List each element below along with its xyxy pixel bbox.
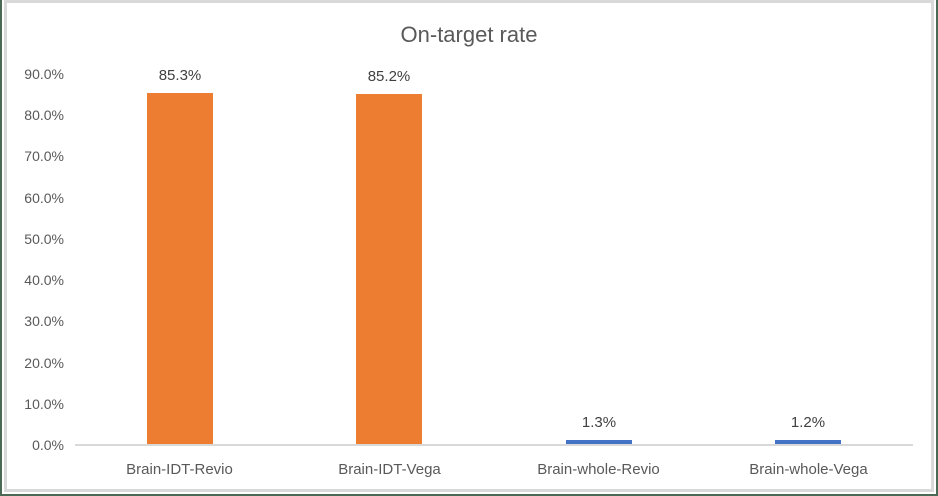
y-tick-label: 20.0% bbox=[24, 354, 64, 371]
y-tick-label: 80.0% bbox=[24, 107, 64, 124]
data-label: 1.2% bbox=[790, 414, 826, 431]
y-tick-label: 90.0% bbox=[24, 66, 64, 82]
data-label: 1.3% bbox=[581, 414, 617, 431]
data-label: 85.3% bbox=[158, 67, 202, 84]
bar-brain-whole-revio bbox=[566, 440, 632, 445]
bar-brain-idt-vega bbox=[356, 94, 422, 445]
x-axis-line bbox=[75, 444, 913, 446]
category-label: Brain-IDT-Revio bbox=[126, 461, 233, 478]
y-tick-label: 60.0% bbox=[24, 189, 64, 206]
y-tick-label: 70.0% bbox=[24, 148, 64, 165]
bar-brain-idt-revio bbox=[147, 93, 213, 445]
category-label: Brain-whole-Revio bbox=[537, 461, 660, 478]
data-label: 85.2% bbox=[367, 68, 411, 85]
y-tick-label: 0.0% bbox=[32, 437, 64, 453]
y-tick-label: 30.0% bbox=[24, 313, 64, 330]
category-label: Brain-whole-Vega bbox=[749, 461, 868, 478]
category-label: Brain-IDT-Vega bbox=[338, 461, 441, 478]
bar-brain-whole-vega bbox=[775, 440, 841, 445]
chart-title: On-target rate bbox=[400, 22, 538, 47]
y-tick-label: 50.0% bbox=[24, 230, 64, 247]
y-tick-label: 10.0% bbox=[24, 395, 64, 412]
y-tick-label: 40.0% bbox=[24, 272, 64, 289]
